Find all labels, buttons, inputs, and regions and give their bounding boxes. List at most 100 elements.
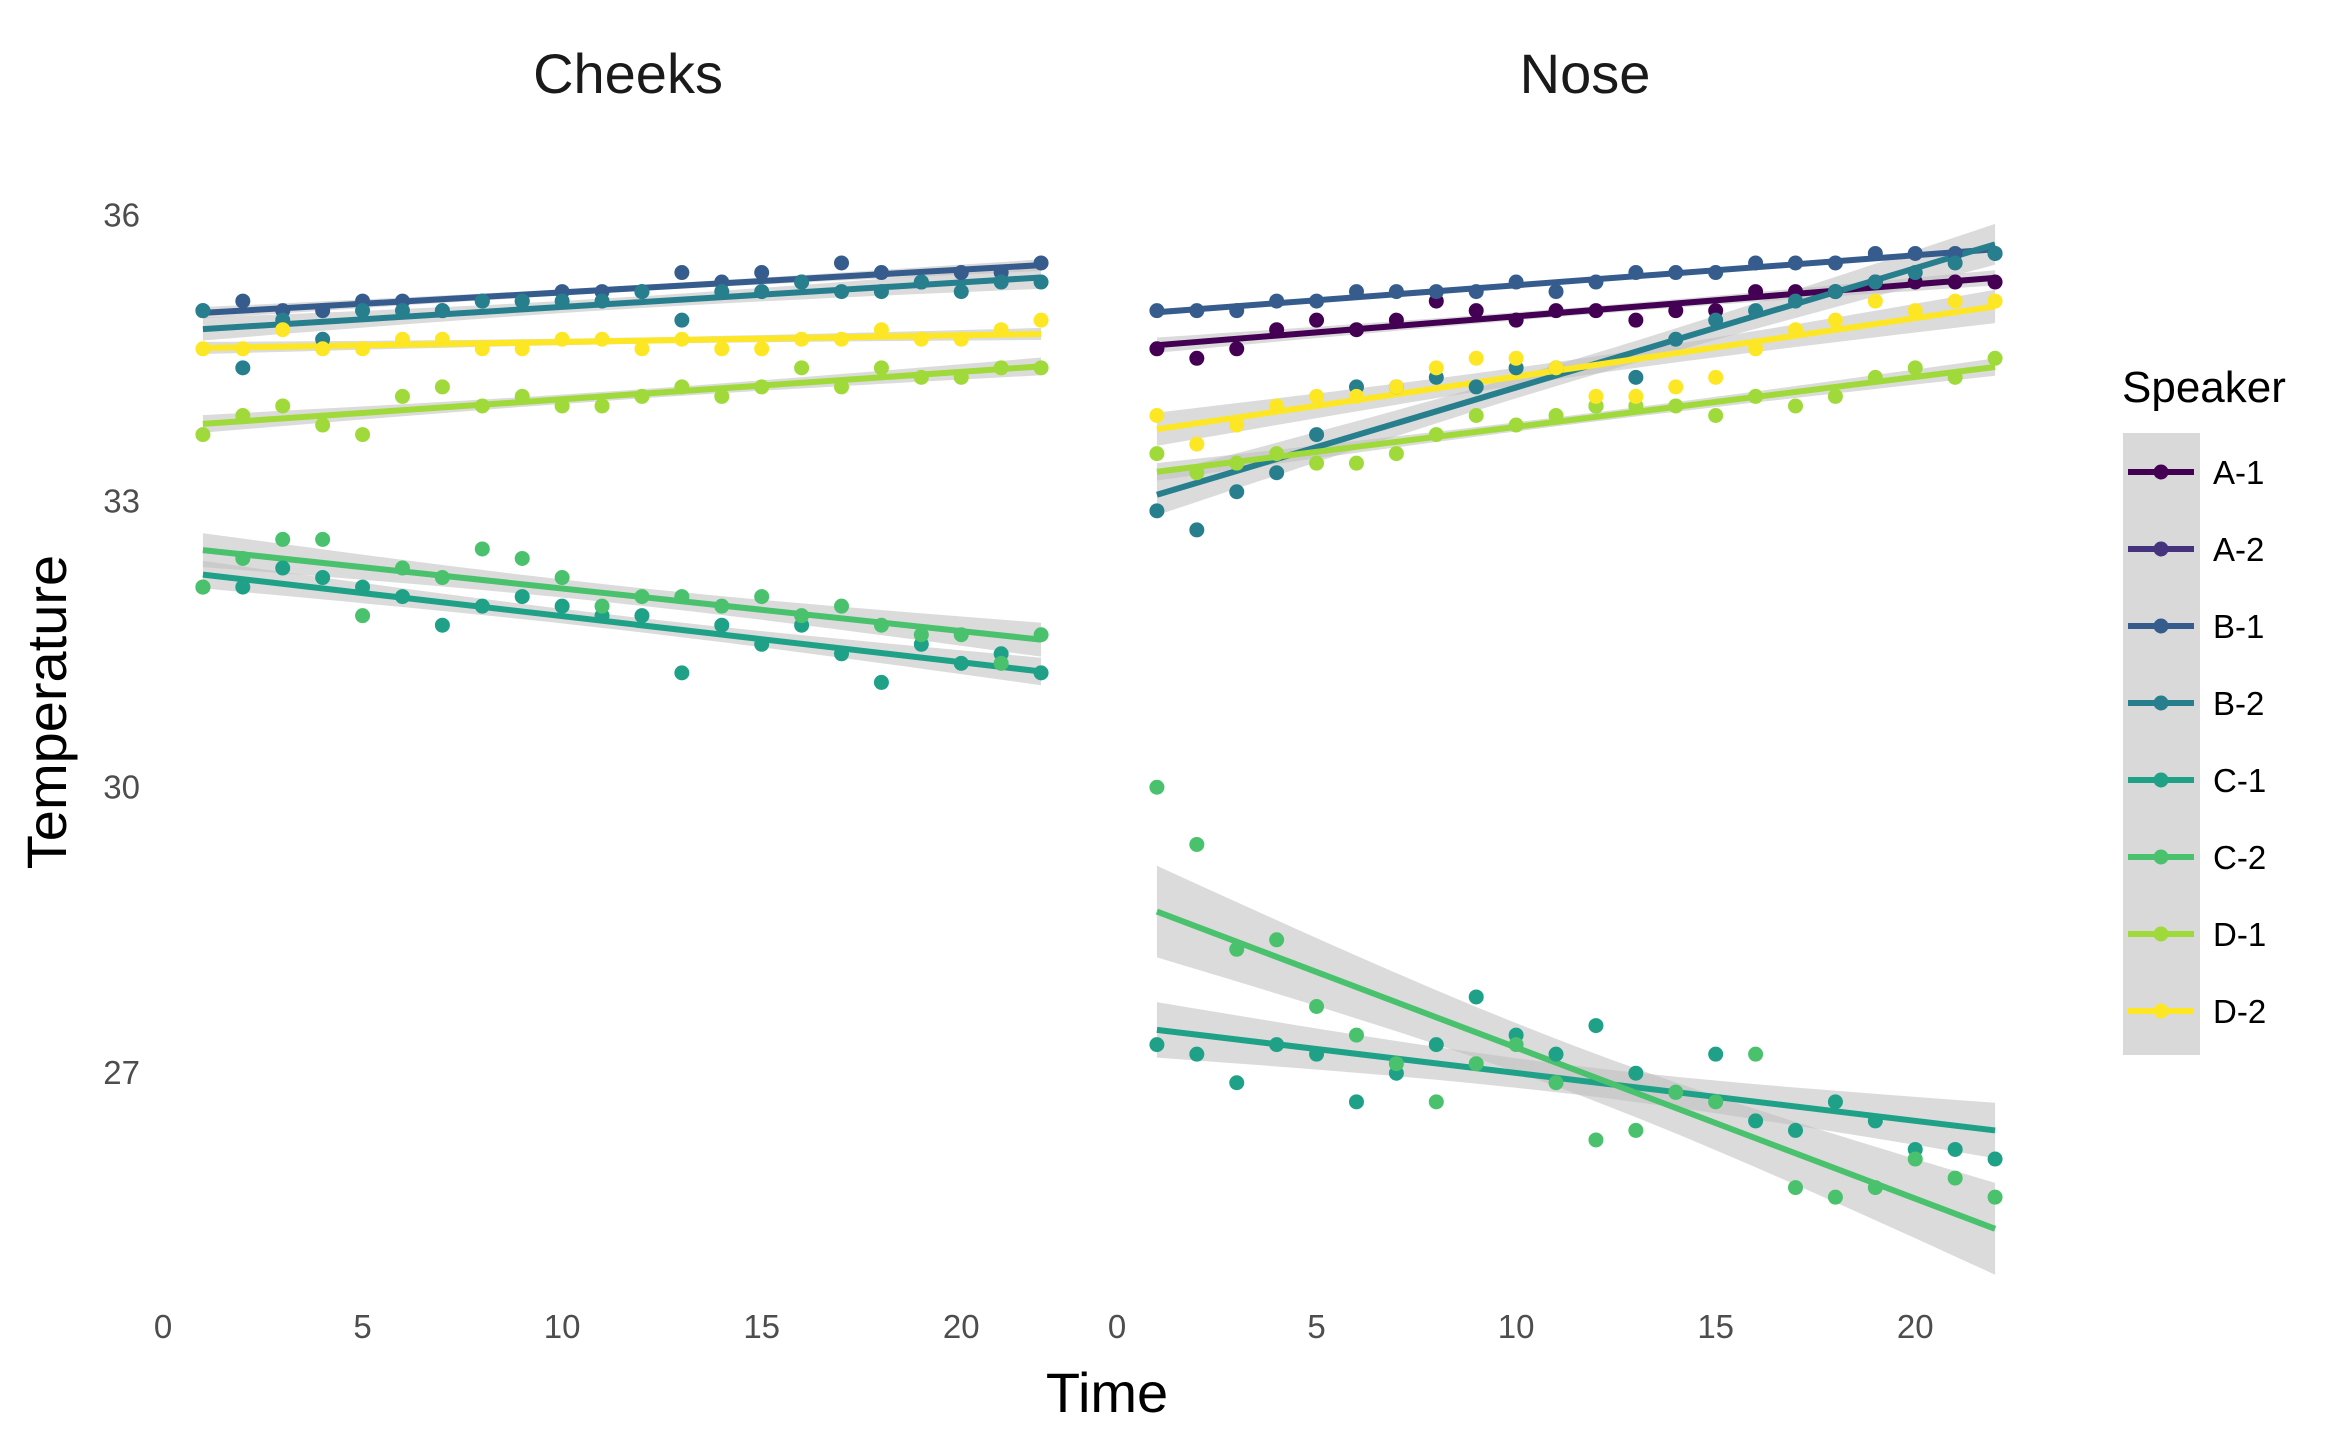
x-tick-label: 5: [353, 1308, 371, 1345]
x-tick-label: 0: [154, 1308, 172, 1345]
y-tick-label: 27: [103, 1054, 140, 1091]
data-point-D-2: [1987, 293, 2003, 309]
data-point-B-2: [953, 284, 969, 300]
data-point-D-2: [873, 322, 889, 338]
data-point-D-1: [235, 408, 251, 423]
data-point-D-2: [754, 341, 770, 357]
data-point-C-1: [1548, 1046, 1564, 1062]
data-point-B-1: [1788, 255, 1804, 271]
data-point-D-2: [1269, 398, 1285, 414]
data-point-B-1: [953, 265, 969, 281]
legend-label: A-2: [2213, 531, 2264, 568]
data-point-B-1: [1428, 284, 1444, 300]
data-point-B-2: [1788, 293, 1804, 309]
data-point-B-2: [913, 274, 929, 290]
data-point-B-1: [1668, 265, 1684, 281]
data-point-D-2: [1588, 388, 1604, 404]
data-point-B-1: [1508, 274, 1524, 290]
data-point-C-2: [754, 589, 770, 605]
legend-key-point: [2153, 695, 2169, 711]
data-point-D-1: [1428, 427, 1444, 443]
trend-line-D-2: [202, 330, 1042, 351]
data-point-B-2: [993, 274, 1009, 290]
trend-lines: [202, 262, 1042, 675]
data-point-D-1: [1348, 455, 1364, 471]
data-point-D-2: [195, 341, 211, 357]
legend-label: D-1: [2213, 916, 2266, 953]
data-point-D-1: [1788, 398, 1804, 414]
data-point-B-2: [674, 312, 690, 328]
data-point-D-1: [834, 379, 850, 395]
data-point-C-2: [1827, 1189, 1843, 1205]
data-point-B-1: [1388, 284, 1404, 300]
data-point-A-1: [1269, 322, 1285, 338]
data-point-C-1: [1149, 1037, 1165, 1053]
data-point-D-2: [554, 331, 570, 347]
data-point-C-2: [1189, 836, 1205, 852]
data-point-C-1: [434, 617, 450, 633]
data-point-D-2: [1149, 408, 1165, 423]
data-point-D-2: [1033, 312, 1049, 328]
data-point-B-2: [355, 303, 371, 319]
data-point-C-1: [1708, 1046, 1724, 1062]
data-point-C-2: [1708, 1094, 1724, 1110]
trend-line-C-2: [1155, 908, 1997, 1232]
data-point-C-1: [275, 560, 291, 576]
data-point-A-1: [1189, 350, 1205, 366]
data-point-B-2: [514, 293, 530, 309]
data-point-D-2: [1668, 379, 1684, 395]
data-point-A-1: [1668, 303, 1684, 319]
legend-title: Speaker: [2122, 363, 2286, 412]
legend-key-point: [2153, 926, 2169, 942]
data-point-B-1: [1149, 303, 1165, 319]
data-point-D-2: [1867, 293, 1883, 309]
legend-key-point: [2153, 772, 2169, 788]
data-point-B-2: [1907, 265, 1923, 281]
data-point-C-1: [1748, 1113, 1764, 1129]
x-tick-label: 5: [1307, 1308, 1325, 1345]
data-point-D-1: [394, 388, 410, 404]
data-point-B-2: [1708, 312, 1724, 328]
data-point-B-2: [235, 360, 251, 376]
data-point-D-1: [953, 369, 969, 385]
data-point-D-1: [1189, 465, 1205, 481]
data-point-D-2: [674, 331, 690, 347]
data-point-C-2: [1388, 1056, 1404, 1072]
data-point-B-1: [873, 265, 889, 281]
data-point-C-1: [1033, 665, 1049, 681]
data-point-C-2: [1628, 1122, 1644, 1138]
data-point-C-2: [434, 570, 450, 586]
data-point-C-1: [1947, 1141, 1963, 1157]
data-point-B-1: [1229, 303, 1245, 319]
data-point-D-2: [1788, 322, 1804, 338]
data-point-B-2: [834, 284, 850, 300]
data-point-B-1: [1588, 274, 1604, 290]
data-point-B-2: [195, 303, 211, 319]
data-point-D-1: [1309, 455, 1325, 471]
x-axis-title: Time: [1046, 1361, 1168, 1424]
data-point-C-2: [554, 570, 570, 586]
data-point-B-2: [1748, 303, 1764, 319]
data-point-C-1: [1189, 1046, 1205, 1062]
data-point-D-1: [1149, 446, 1165, 462]
x-tick-label: 10: [1498, 1308, 1535, 1345]
data-point-D-2: [1508, 350, 1524, 366]
data-point-C-1: [1348, 1094, 1364, 1110]
data-point-C-2: [514, 550, 530, 566]
data-point-C-2: [1033, 627, 1049, 643]
data-point-D-1: [355, 427, 371, 443]
data-point-C-2: [394, 560, 410, 576]
data-point-B-1: [754, 265, 770, 281]
data-point-D-1: [195, 427, 211, 443]
data-point-D-2: [634, 341, 650, 357]
facet-title-cheeks: Cheeks: [533, 42, 723, 105]
data-point-C-2: [1269, 932, 1285, 948]
data-point-C-2: [1428, 1094, 1444, 1110]
data-point-B-2: [1269, 465, 1285, 481]
data-point-D-1: [634, 388, 650, 404]
data-point-B-1: [1468, 284, 1484, 300]
data-point-B-1: [1348, 284, 1364, 300]
data-point-C-1: [634, 608, 650, 624]
data-point-B-2: [474, 293, 490, 309]
data-point-D-2: [1907, 303, 1923, 319]
